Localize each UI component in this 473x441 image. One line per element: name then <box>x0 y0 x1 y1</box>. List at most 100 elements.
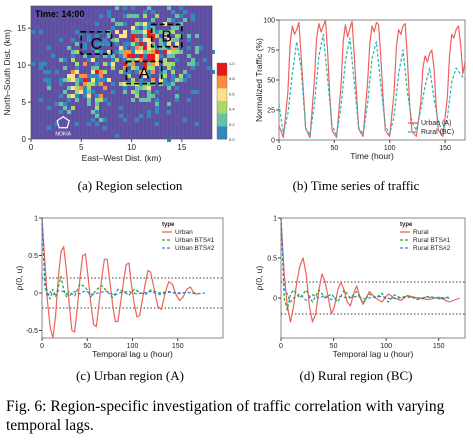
map-cell <box>99 98 103 102</box>
map-cell <box>171 78 175 82</box>
map-cell <box>67 110 71 114</box>
map-cell <box>191 66 195 70</box>
map-cell <box>191 14 195 18</box>
map-cell <box>143 98 147 102</box>
map-cell <box>151 18 155 22</box>
map-cell <box>175 98 179 102</box>
map-cell <box>155 102 159 106</box>
map-cell <box>103 126 107 130</box>
map-cell <box>171 50 175 54</box>
map-cell <box>75 98 79 102</box>
map-cell <box>147 26 151 30</box>
map-cell <box>111 18 115 22</box>
map-cell <box>75 50 79 54</box>
map-cell <box>135 30 139 34</box>
map-cell <box>127 54 131 58</box>
map-cell <box>87 86 91 90</box>
map-cell <box>155 14 159 18</box>
x-tick-label: 0 <box>277 145 281 152</box>
map-cell <box>131 42 135 46</box>
map-cell <box>75 66 79 70</box>
map-cell <box>107 10 111 14</box>
x-tick-label: 0 <box>40 343 44 350</box>
map-cell <box>143 30 147 34</box>
map-cell <box>175 42 179 46</box>
map-cell <box>83 82 87 86</box>
map-cell <box>83 42 87 46</box>
map-cell <box>71 70 75 74</box>
y-tick-label: 10 <box>17 61 26 70</box>
y-tick-label: 25 <box>267 108 275 115</box>
x-tick-label: 15 <box>177 143 186 152</box>
map-cell <box>39 66 43 70</box>
map-cell <box>147 58 151 62</box>
map-cell <box>183 10 187 14</box>
map-cell <box>147 46 151 50</box>
map-cell <box>87 90 91 94</box>
map-cell <box>143 22 147 26</box>
map-cell <box>119 34 123 38</box>
region-label-c: C <box>91 36 103 53</box>
map-cell <box>143 86 147 90</box>
y-tick-label: 0 <box>34 291 38 298</box>
map-cell <box>135 26 139 30</box>
map-cell <box>95 114 99 118</box>
map-cell <box>175 38 179 42</box>
map-cell <box>171 66 175 70</box>
map-cell <box>147 114 151 118</box>
map-cell <box>207 66 211 70</box>
map-cell <box>167 82 171 86</box>
map-cell <box>139 38 143 42</box>
map-cell <box>155 106 159 110</box>
map-cell <box>131 54 135 58</box>
map-cell <box>151 54 155 58</box>
map-cell <box>79 86 83 90</box>
colorbar-segment <box>217 114 227 127</box>
y-tick-label: 75 <box>267 48 275 55</box>
map-cell <box>67 98 71 102</box>
map-cell <box>111 58 115 62</box>
panel-c-urban-correlation: 0 50 100 150 -0.5 0 0.5 1 Temporal lag u (hour) ρ… <box>14 216 223 360</box>
map-cell <box>103 86 107 90</box>
map-cell <box>67 94 71 98</box>
map-cell <box>187 46 191 50</box>
map-cell <box>59 78 63 82</box>
map-cell <box>123 14 127 18</box>
y-tick-label: 50 <box>267 78 275 85</box>
map-cell <box>67 74 71 78</box>
map-cell <box>119 46 123 50</box>
map-cell <box>175 34 179 38</box>
map-cell <box>147 22 151 26</box>
map-cell <box>123 86 127 90</box>
map-cell <box>123 22 127 26</box>
map-cell <box>187 98 191 102</box>
map-cell <box>135 22 139 26</box>
map-cell <box>107 102 111 106</box>
colorbar-tick-label: 0.4 <box>229 107 235 112</box>
map-cell <box>127 70 131 74</box>
map-cell <box>123 118 127 122</box>
map-cell <box>179 14 183 18</box>
map-cell <box>163 62 167 66</box>
map-cell <box>71 94 75 98</box>
map-cell <box>59 82 63 86</box>
map-cell <box>75 70 79 74</box>
map-cell <box>115 6 119 10</box>
y-tick-label: 1 <box>34 216 38 223</box>
map-cell <box>47 78 51 82</box>
map-cell <box>167 102 171 106</box>
y-axis-label: Normalized Traffic (%) <box>254 38 264 122</box>
map-cell <box>179 50 183 54</box>
map-cell <box>127 50 131 54</box>
map-cell <box>75 42 79 46</box>
map-cell <box>51 54 55 58</box>
map-cell <box>131 34 135 38</box>
map-cell <box>59 58 63 62</box>
map-cell <box>87 98 91 102</box>
map-cell <box>99 70 103 74</box>
map-cell <box>123 50 127 54</box>
map-cell <box>115 50 119 54</box>
map-cell <box>127 74 131 78</box>
map-cell <box>191 18 195 22</box>
map-cell <box>119 22 123 26</box>
